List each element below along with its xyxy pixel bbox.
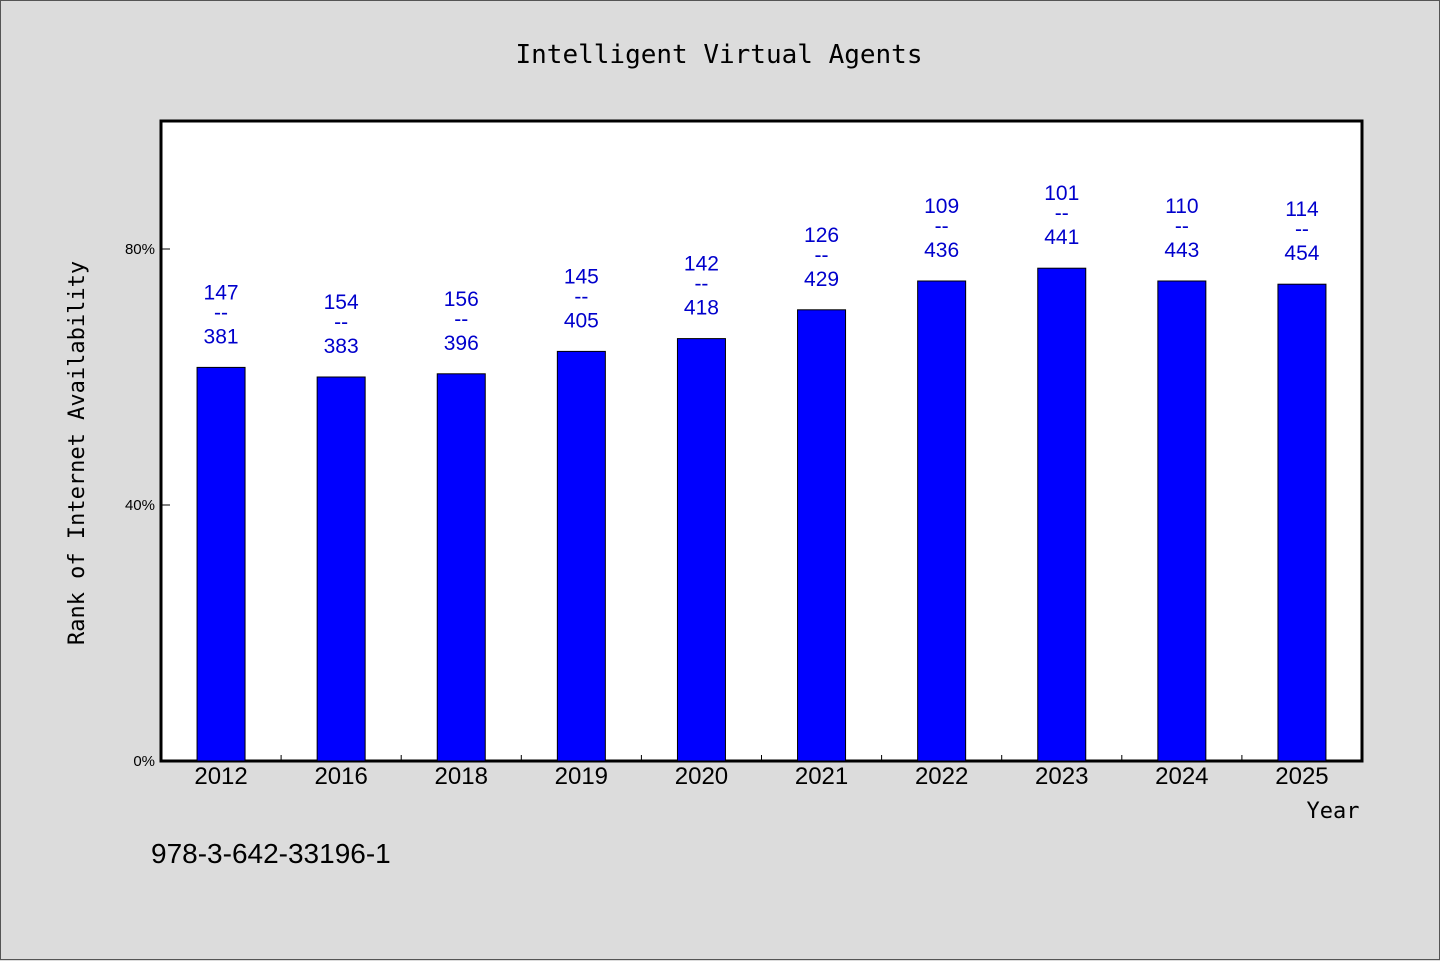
bar-2024 (1157, 280, 1207, 762)
data-label-bottom-2025: 454 (1284, 242, 1319, 265)
data-label-top-2025: 114 (1285, 198, 1319, 221)
chart-title: Intelligent Virtual Agents (516, 40, 923, 70)
data-label-separator-2016: -- (334, 311, 348, 334)
y-tick-label-40: 40% (125, 497, 155, 514)
data-label-bottom-2018: 396 (444, 332, 479, 355)
data-label-separator-2021: -- (815, 244, 829, 267)
data-label-top-2018: 156 (444, 288, 479, 311)
bar-2012 (196, 366, 246, 762)
y-axis: 0% 40% 80% (125, 241, 170, 770)
data-label-bottom-2022: 436 (924, 239, 959, 262)
x-tick-label-2012: 2012 (194, 763, 247, 790)
data-label-top-2019: 145 (564, 265, 599, 288)
bar-2023 (1037, 267, 1087, 762)
data-label-top-2024: 110 (1165, 195, 1198, 218)
x-tick-label-2023: 2023 (1035, 763, 1088, 790)
x-tick-label-2021: 2021 (795, 763, 848, 790)
data-label-separator-2025: -- (1295, 218, 1309, 241)
bar-2022 (917, 280, 967, 762)
x-tick-label-2020: 2020 (675, 763, 728, 790)
data-label-top-2022: 109 (924, 195, 959, 218)
bar-2025 (1277, 283, 1327, 762)
x-tick-label-2019: 2019 (555, 763, 608, 790)
y-tick-label-0: 0% (133, 753, 155, 770)
data-label-bottom-2020: 418 (684, 297, 719, 320)
data-label-separator-2012: -- (214, 301, 228, 324)
data-label-bottom-2021: 429 (804, 268, 839, 291)
data-label-separator-2024: -- (1175, 215, 1189, 238)
data-label-top-2023: 101 (1044, 182, 1079, 205)
x-tick-label-2022: 2022 (915, 763, 968, 790)
data-label-top-2021: 126 (804, 224, 839, 247)
data-labels-layer: 147--381154--383156--396145--405142--418… (204, 182, 1320, 358)
x-axis: 2012 2016 2018 2019 2020 2021 2022 2023 2024 2025 (194, 755, 1329, 790)
x-tick-label-2024: 2024 (1155, 763, 1208, 790)
x-axis-label: Year (1307, 799, 1360, 824)
x-tick-label-2025: 2025 (1275, 763, 1328, 790)
data-label-bottom-2019: 405 (564, 309, 599, 332)
x-tick-label-2016: 2016 (314, 763, 367, 790)
y-tick-label-80: 80% (125, 241, 155, 258)
bar-2016 (316, 376, 366, 762)
bar-2018 (436, 373, 486, 762)
data-label-top-2012: 147 (204, 281, 239, 304)
data-label-bottom-2012: 381 (204, 325, 239, 348)
data-label-separator-2018: -- (454, 308, 468, 331)
data-label-bottom-2023: 441 (1044, 226, 1079, 249)
y-axis-label: Rank of Internet Availability (65, 261, 90, 645)
data-label-top-2020: 142 (684, 253, 719, 276)
data-label-separator-2019: -- (574, 285, 588, 308)
bar-2020 (676, 338, 726, 762)
data-label-bottom-2016: 383 (324, 335, 359, 358)
bar-2019 (556, 350, 606, 762)
x-tick-label-2018: 2018 (435, 763, 488, 790)
data-label-top-2016: 154 (324, 291, 359, 314)
data-label-bottom-2024: 443 (1164, 239, 1199, 262)
data-label-separator-2020: -- (694, 273, 708, 296)
data-label-separator-2022: -- (935, 215, 949, 238)
bar-2021 (797, 309, 847, 762)
data-label-separator-2023: -- (1055, 202, 1069, 225)
bars-layer (196, 267, 1327, 762)
isbn-annotation: 978-3-642-33196-1 (151, 838, 391, 869)
